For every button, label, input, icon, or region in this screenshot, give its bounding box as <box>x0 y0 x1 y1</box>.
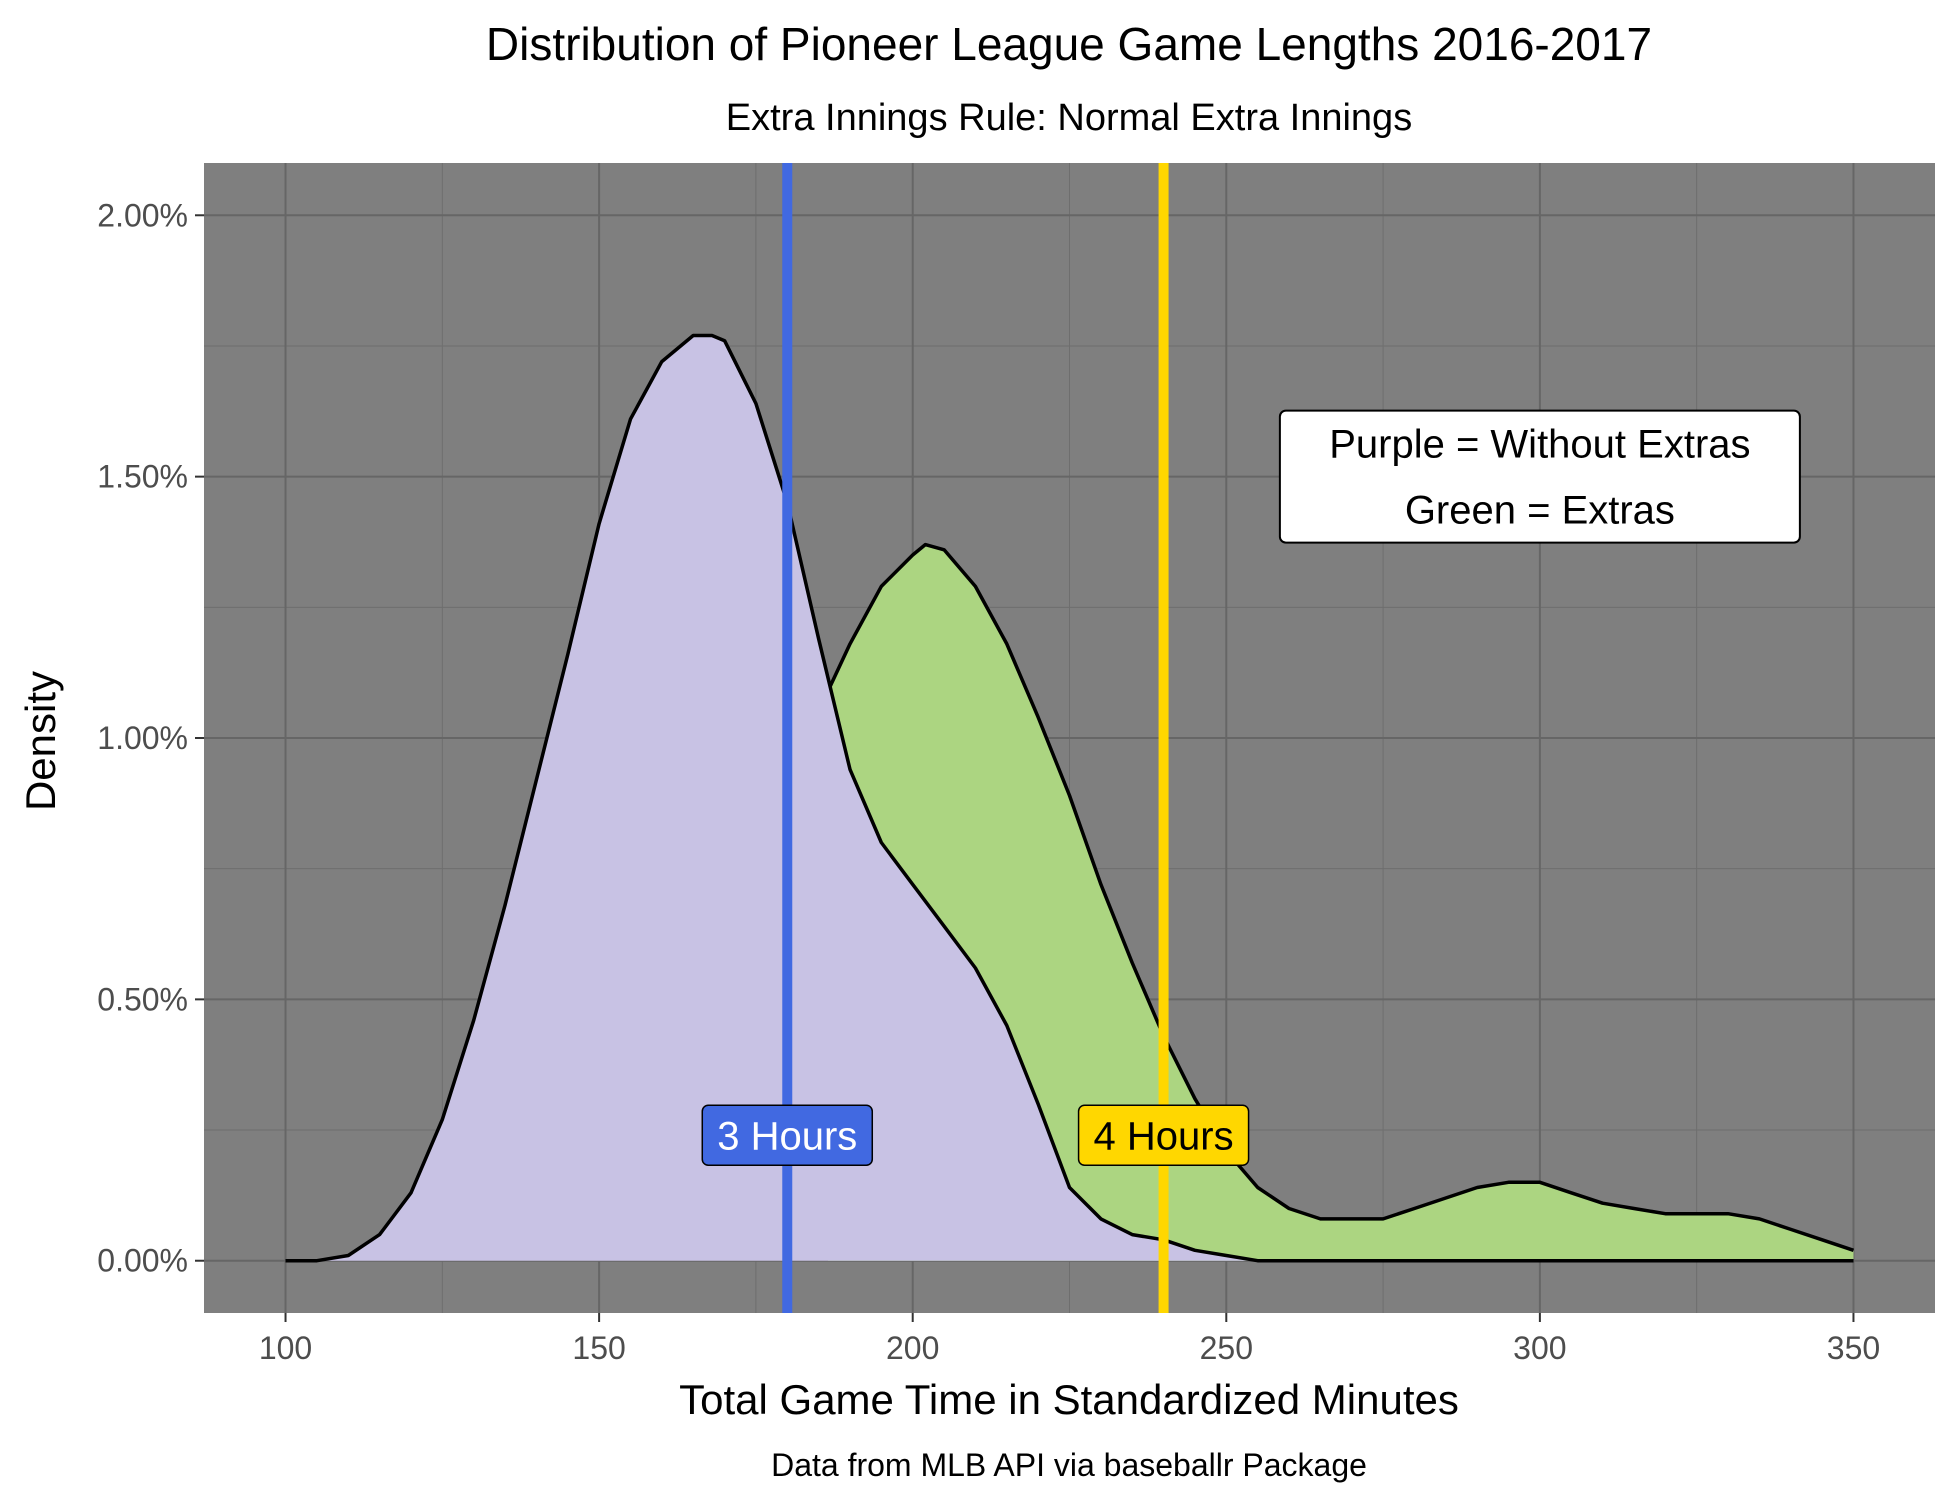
reference-label-box-0 <box>701 1104 874 1167</box>
reference-label-box-1 <box>1077 1104 1250 1167</box>
legend-line-1: Green = Extras <box>1405 489 1675 533</box>
density-area-1 <box>285 335 1854 1261</box>
y-axis-label: Density <box>17 671 64 811</box>
chart-subtitle: Extra Innings Rule: Normal Extra Innings <box>726 97 1412 139</box>
density-area-0 <box>828 544 1854 1261</box>
legend-line-0: Purple = Without Extras <box>1329 423 1750 467</box>
density-outline-1 <box>285 333 1854 1263</box>
y-tick-label: 1.00% <box>97 720 188 756</box>
y-tick-label: 0.50% <box>97 981 188 1017</box>
x-tick-label: 300 <box>1513 1330 1566 1366</box>
legend-box <box>1278 409 1801 544</box>
legend-annotation: Purple = Without Extras Green = Extras <box>1278 409 1801 544</box>
x-tick-label: 200 <box>886 1330 939 1366</box>
y-tick-label: 0.00% <box>97 1243 188 1279</box>
reference-label-1: 4 Hours <box>1094 1114 1234 1158</box>
x-tick-label: 350 <box>1827 1330 1880 1366</box>
x-tick-label: 100 <box>259 1330 312 1366</box>
reference-label-0: 3 Hours <box>717 1114 857 1158</box>
y-tick-label: 1.50% <box>97 459 188 495</box>
y-tick-label: 2.00% <box>97 197 188 233</box>
x-tick-label: 150 <box>572 1330 625 1366</box>
chart-caption: Data from MLB API via baseballr Package <box>771 1447 1367 1483</box>
density-outline-0 <box>826 542 1855 1252</box>
x-axis-label: Total Game Time in Standardized Minutes <box>679 1376 1459 1423</box>
y-axis-ticks: 0.00% 0.50% 1.00% 1.50% 2.00% <box>97 197 204 1279</box>
x-tick-label: 250 <box>1200 1330 1253 1366</box>
reference-labels: 3 Hours 4 Hours <box>701 1104 1250 1167</box>
chart-title: Distribution of Pioneer League Game Leng… <box>486 18 1652 70</box>
density-areas <box>285 333 1855 1263</box>
x-axis-ticks: 100 150 200 250 300 350 <box>259 1313 1880 1366</box>
